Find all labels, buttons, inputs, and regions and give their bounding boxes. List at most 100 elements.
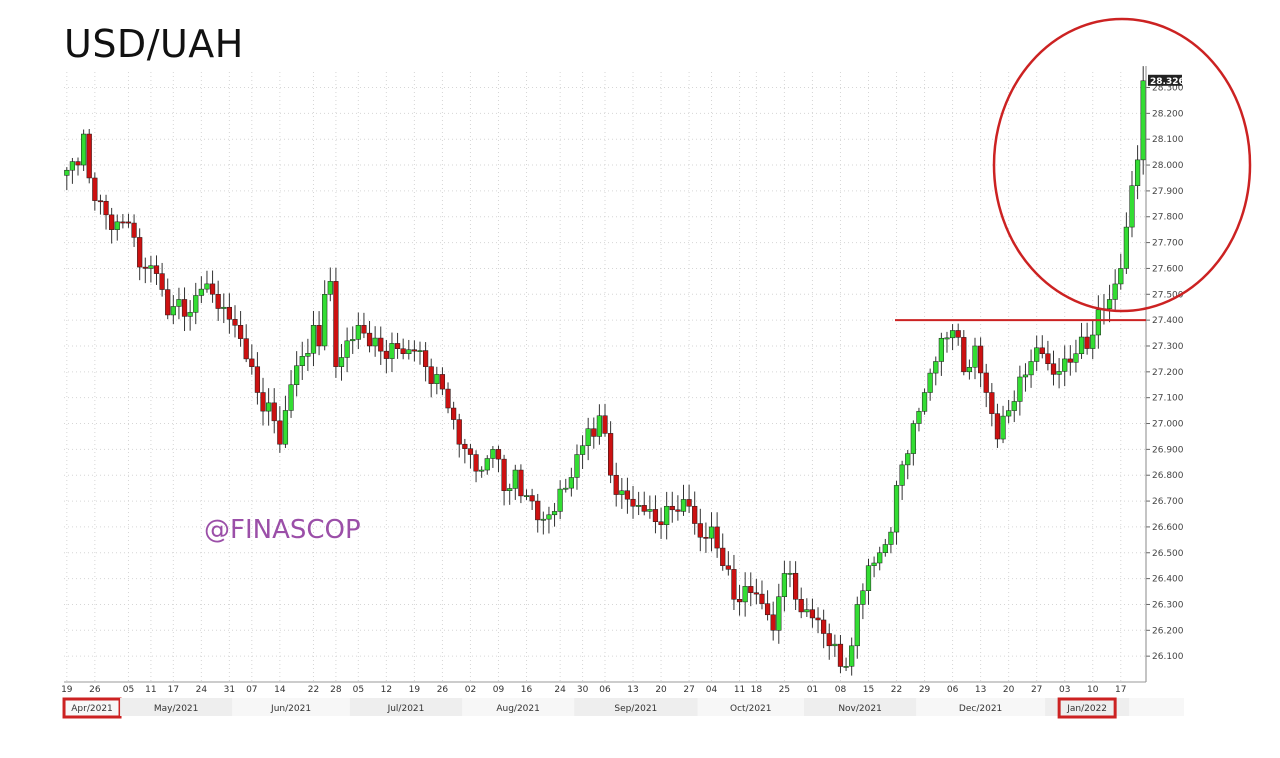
candle-up	[849, 645, 855, 667]
candle-up	[787, 572, 793, 575]
y-tick-label: 26.300	[1152, 600, 1184, 610]
x-tick-label: 10	[1087, 685, 1099, 695]
x-tick-label: 04	[706, 685, 718, 695]
month-band-cell	[1045, 698, 1130, 716]
candle-up	[1112, 283, 1118, 300]
y-tick-label: 26.600	[1152, 523, 1184, 533]
candle-down	[120, 221, 126, 224]
candle-up	[299, 356, 305, 367]
x-tick-label: 24	[554, 685, 566, 695]
candle-down	[383, 350, 389, 359]
x-tick-label: 11	[145, 685, 156, 695]
x-tick-label: 07	[246, 685, 257, 695]
watermark: @FINASCOP	[204, 515, 361, 545]
x-tick-label: 20	[655, 685, 667, 695]
candle-up	[877, 552, 883, 564]
candle-down	[686, 499, 692, 507]
x-tick-label: 22	[308, 685, 319, 695]
candle-up	[916, 411, 922, 424]
candle-up	[507, 488, 513, 491]
x-tick-label: 18	[751, 685, 763, 695]
candle-down	[153, 265, 160, 274]
x-tick-label: 22	[891, 685, 902, 695]
candle-up	[781, 573, 788, 597]
x-tick-label: 17	[168, 685, 179, 695]
candle-up	[523, 495, 530, 497]
candle-down	[630, 498, 636, 507]
candle-up	[664, 505, 670, 526]
candle-up	[221, 306, 227, 309]
candle-down	[641, 505, 647, 512]
candle-down	[731, 569, 737, 600]
candle-up	[1090, 334, 1096, 349]
candle-down	[226, 306, 232, 320]
candle-down	[428, 366, 434, 384]
candle-up	[350, 339, 356, 342]
month-highlight-box	[62, 697, 122, 719]
candle-down	[703, 537, 709, 539]
y-tick-label: 26.200	[1152, 626, 1184, 636]
x-tick-label: 08	[835, 685, 847, 695]
candle-down	[658, 521, 664, 526]
y-tick-label: 27.300	[1152, 342, 1184, 352]
candle-down	[770, 614, 776, 631]
candle-up	[1073, 353, 1079, 363]
candle-up	[933, 361, 939, 374]
candle-down	[753, 592, 759, 595]
x-tick-label: 17	[1115, 685, 1126, 695]
candle-down	[535, 500, 541, 521]
candle-up	[832, 643, 838, 647]
candle-down	[815, 617, 821, 621]
candle-up	[193, 295, 199, 313]
candle-up	[1062, 358, 1068, 372]
candle-up	[905, 453, 911, 466]
candle-up	[551, 511, 558, 516]
candle-up	[1000, 415, 1006, 440]
month-band-cell	[120, 698, 233, 716]
x-tick-label: 25	[779, 685, 790, 695]
candle-up	[557, 488, 563, 512]
candle-up	[1118, 268, 1124, 285]
x-tick-label: 19	[61, 685, 73, 695]
x-tick-label: 27	[1031, 685, 1042, 695]
candle-down	[333, 281, 339, 367]
candle-down	[793, 572, 799, 600]
x-tick-label: 27	[683, 685, 694, 695]
y-tick-label: 27.500	[1152, 290, 1184, 300]
candle-down	[624, 490, 631, 500]
candle-up	[680, 499, 687, 512]
candle-down	[422, 350, 429, 367]
candle-up	[187, 312, 193, 317]
candle-down	[92, 177, 98, 201]
y-tick-label: 27.000	[1152, 420, 1184, 430]
candle-up	[305, 353, 311, 357]
candle-up	[344, 340, 350, 358]
candle-up	[479, 469, 485, 472]
last-price-label: 28.326	[1150, 77, 1185, 87]
candle-down	[456, 419, 462, 445]
candle-up	[266, 402, 272, 412]
candle-up	[585, 428, 591, 446]
candle-up	[1028, 361, 1034, 376]
candle-down	[652, 509, 659, 522]
candle-up	[1017, 376, 1023, 402]
annotation-layer	[895, 17, 1252, 322]
candle-down	[961, 337, 967, 373]
month-label: Oct/2021	[730, 704, 772, 714]
candle-down	[125, 221, 132, 224]
candle-down	[983, 372, 989, 393]
candle-up	[176, 299, 182, 307]
last-price-box	[1148, 74, 1182, 86]
candle-down	[613, 474, 619, 495]
month-label: Jul/2021	[387, 704, 425, 714]
candle-down	[237, 325, 244, 339]
candle-down	[748, 586, 754, 593]
x-tick-label: 15	[863, 685, 874, 695]
candle-up	[282, 410, 289, 445]
y-tick-label: 28.200	[1152, 109, 1184, 119]
candle-up	[1011, 401, 1017, 411]
candle-up	[708, 526, 715, 539]
candle-down	[86, 133, 92, 179]
candle-down	[159, 273, 165, 290]
candle-up	[114, 221, 120, 230]
